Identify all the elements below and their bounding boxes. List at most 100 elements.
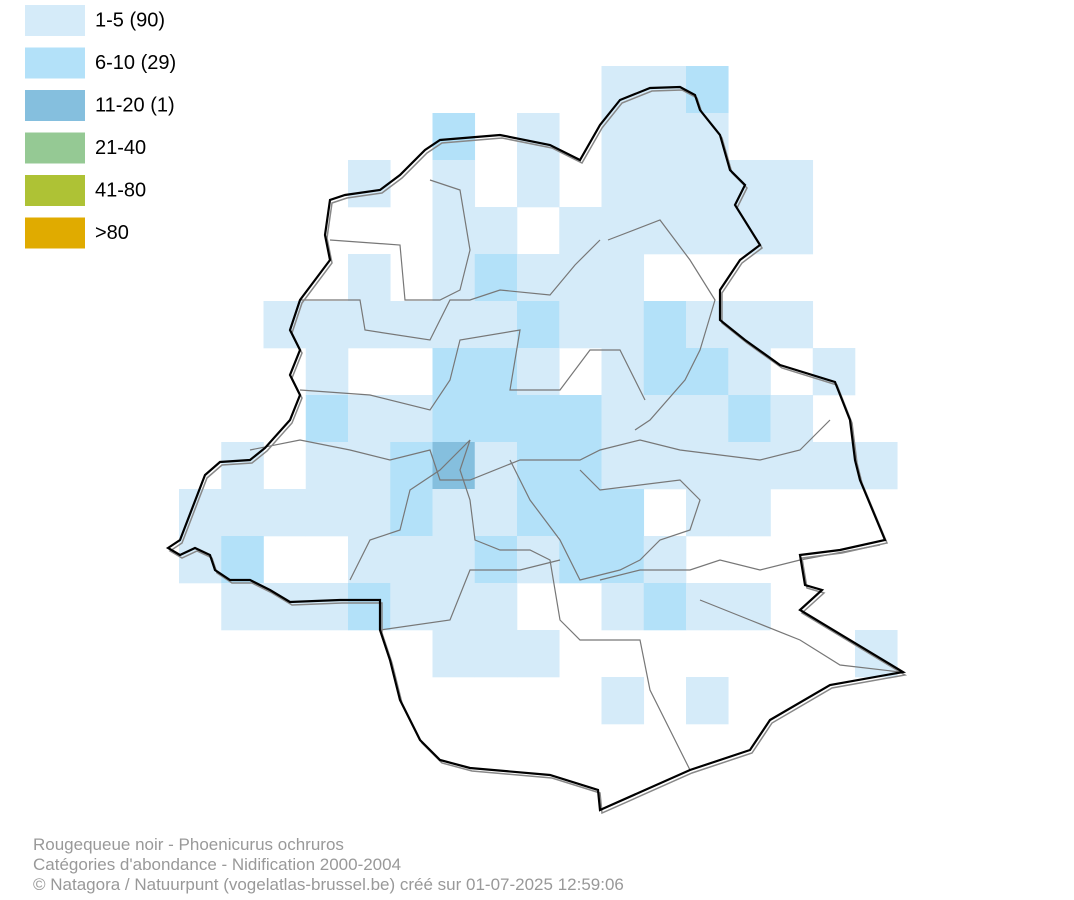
grid-cell (728, 395, 771, 443)
grid-cell (263, 301, 307, 349)
boundary-line (300, 239, 601, 341)
grid-cell (770, 395, 814, 443)
grid-cell (601, 66, 645, 114)
grid-cell (686, 583, 729, 631)
grid-cell (305, 489, 349, 537)
grid-cell (390, 489, 433, 537)
grid-cell (855, 630, 898, 678)
grid-cell (474, 583, 518, 631)
grid-cell (643, 160, 687, 208)
grid-cell (432, 301, 476, 349)
grid-cell (474, 536, 518, 584)
grid-cell (474, 395, 518, 443)
legend-label: >80 (95, 222, 129, 244)
grid-cell (559, 395, 602, 443)
legend-swatch (25, 5, 85, 36)
grid-cell (179, 536, 222, 584)
grid-cell (474, 442, 518, 490)
grid-cell (305, 348, 349, 396)
grid-cell (432, 207, 476, 255)
grid-cell (390, 583, 433, 631)
grid-cell (643, 348, 687, 396)
grid-cell (263, 489, 307, 537)
grid-cell (348, 442, 391, 490)
footer-line: Catégories d'abondance - Nidification 20… (33, 855, 401, 874)
grid-cell (770, 301, 814, 349)
grid-cell (305, 395, 349, 443)
grid-cell (601, 489, 645, 537)
grid-cells (179, 66, 898, 725)
grid-cell (728, 301, 771, 349)
grid-cell (686, 395, 729, 443)
grid-cell (432, 583, 476, 631)
grid-cell (601, 536, 645, 584)
boundary-line (349, 439, 691, 771)
grid-cell (770, 442, 814, 490)
grid-cell (390, 442, 433, 490)
grid-cell (559, 442, 602, 490)
grid-cell (686, 442, 729, 490)
grid-cell (305, 442, 349, 490)
grid-cell (221, 489, 264, 537)
grid-cell (348, 301, 391, 349)
grid-cell (601, 677, 645, 725)
grid-cell (474, 301, 518, 349)
grid-cell (559, 254, 602, 302)
footer-line: © Natagora / Natuurpunt (vogelatlas-brus… (33, 875, 624, 894)
grid-cell (221, 442, 264, 490)
legend-label: 1-5 (90) (95, 9, 165, 31)
grid-cell (601, 442, 645, 490)
grid-cell (348, 254, 391, 302)
grid-cell (432, 254, 476, 302)
grid-cell (770, 207, 814, 255)
grid-cell (517, 489, 560, 537)
grid-cell (474, 630, 518, 678)
grid-cell (432, 489, 476, 537)
legend-label: 6-10 (29) (95, 52, 176, 74)
grid-cell (728, 442, 771, 490)
grid-cell (812, 442, 856, 490)
grid-cell (601, 160, 645, 208)
grid-cell (686, 677, 729, 725)
boundary-line (299, 329, 646, 411)
grid-cell (348, 160, 391, 208)
grid-cell (305, 301, 349, 349)
grid-cell (348, 536, 391, 584)
grid-cell (517, 301, 560, 349)
grid-cell (348, 489, 391, 537)
grid-cell (517, 113, 560, 161)
grid-cell (559, 207, 602, 255)
boundary-line (699, 599, 901, 673)
grid-cell (474, 489, 518, 537)
grid-cell (517, 630, 560, 678)
footer: Rougequeue noir - Phoenicurus ochrurosCa… (33, 835, 624, 894)
grid-cell (686, 207, 729, 255)
grid-cell (812, 348, 856, 396)
legend-label: 41-80 (95, 179, 146, 201)
grid-cell (348, 583, 391, 631)
grid-cell (601, 395, 645, 443)
grid-cell (390, 301, 433, 349)
grid-cell (517, 160, 560, 208)
legend-label: 11-20 (1) (95, 94, 175, 116)
grid-cell (728, 207, 771, 255)
grid-cell (305, 583, 349, 631)
grid-cell (221, 536, 264, 584)
grid-cell (559, 489, 602, 537)
grid-cell (643, 113, 687, 161)
boundary-line (607, 219, 716, 431)
grid-cell (474, 207, 518, 255)
grid-cell (559, 301, 602, 349)
footer-line: Rougequeue noir - Phoenicurus ochruros (33, 835, 344, 854)
legend-label: 21-40 (95, 137, 146, 159)
grid-cell (601, 583, 645, 631)
grid-cell (559, 536, 602, 584)
region-outline (165, 85, 907, 812)
boundary-line (509, 459, 701, 581)
boundary-line (329, 179, 471, 301)
grid-cell (517, 395, 560, 443)
grid-cell (643, 301, 687, 349)
legend-swatch (25, 47, 85, 79)
grid-cell (390, 536, 433, 584)
